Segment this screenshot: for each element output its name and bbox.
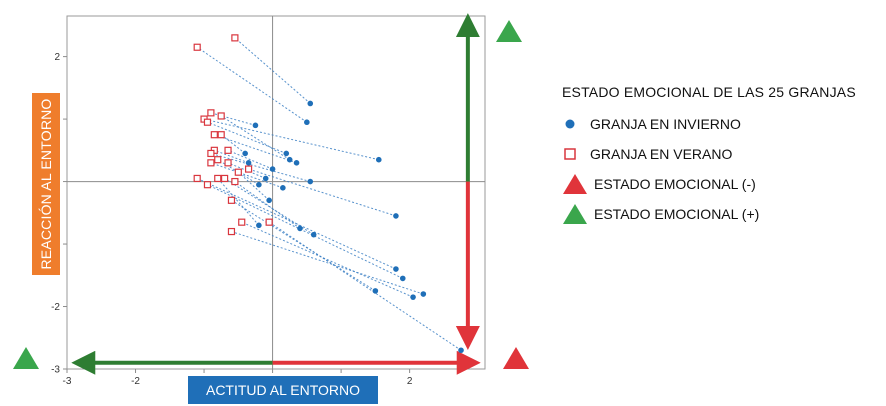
y-tick-label: -3 (51, 365, 60, 376)
legend-label-negative: ESTADO EMOCIONAL (-) (594, 176, 756, 192)
summer-point (227, 196, 236, 204)
legend-label-positive: ESTADO EMOCIONAL (+) (594, 206, 760, 222)
pair-link-line (210, 152, 311, 183)
summer-point (231, 34, 239, 42)
summer-point (214, 174, 222, 183)
pair-link-line (220, 134, 246, 154)
y-axis-label-box (32, 93, 60, 275)
winter-point (266, 197, 272, 204)
summer-point (244, 165, 253, 173)
summer-point (221, 174, 229, 183)
legend-item-positive: ESTADO EMOCIONAL (+) (562, 199, 856, 229)
summer-point (231, 177, 239, 186)
summer-point (224, 146, 232, 154)
pair-link-line (203, 118, 379, 161)
winter-point (262, 175, 269, 182)
legend-label-winter: GRANJA EN INVIERNO (590, 116, 741, 132)
pair-link-line (220, 115, 290, 161)
summer-point (238, 218, 246, 226)
summer-point (210, 131, 218, 139)
summer-point (203, 181, 212, 189)
legend-item-negative: ESTADO EMOCIONAL (-) (562, 169, 856, 199)
pair-link-line (268, 221, 462, 351)
summer-point (193, 43, 201, 51)
winter-point (420, 291, 427, 297)
pair-link-line (231, 231, 424, 295)
winter-point (256, 181, 262, 188)
winter-point (393, 213, 399, 219)
pair-link-line (234, 37, 311, 104)
winter-point (304, 119, 310, 126)
pair-link-line (196, 177, 397, 270)
winter-point (375, 156, 382, 163)
legend: ESTADO EMOCIONAL DE LAS 25 GRANJAS GRANJ… (562, 84, 856, 229)
green-triangle-icon (13, 347, 39, 369)
summer-point (207, 159, 215, 167)
emotion-arrows (71, 13, 481, 375)
summer-point (217, 131, 225, 139)
x-tick-label: -3 (63, 376, 72, 387)
winter-point (280, 185, 286, 191)
pair-link-line (207, 184, 403, 279)
summer-point (193, 174, 201, 183)
winter-point (242, 150, 248, 157)
winter-point (372, 288, 379, 294)
y-tick-label: 2 (54, 52, 60, 63)
plot-area (66, 15, 486, 370)
winter-point (307, 100, 314, 107)
x-tick-label: 2 (407, 376, 413, 387)
winter-point (283, 150, 290, 157)
summer-point (214, 156, 222, 164)
green-triangle-icon (496, 20, 522, 42)
summer-point (227, 227, 236, 236)
winter-point (245, 160, 252, 166)
legend-item-summer: GRANJA EN VERANO (562, 139, 856, 169)
winter-point (297, 225, 303, 232)
winter-point (310, 231, 317, 238)
summer-point (234, 168, 242, 176)
pair-link-line (241, 221, 414, 298)
pair-link-line (214, 134, 297, 164)
data-points (193, 34, 464, 354)
winter-point (410, 294, 416, 300)
winter-point (256, 222, 262, 229)
legend-label-summer: GRANJA EN VERANO (590, 146, 733, 162)
winter-point (399, 275, 406, 282)
axis-lines (67, 16, 485, 369)
winter-point (252, 122, 259, 129)
chart-title: ESTADO EMOCIONAL DE LAS 25 GRANJAS (562, 84, 856, 100)
square-marker-icon (564, 148, 576, 160)
red-triangle-icon (503, 347, 529, 369)
pair-link-line (237, 171, 270, 201)
winter-point (286, 156, 293, 163)
winter-point (293, 160, 300, 166)
winter-point (393, 266, 399, 272)
x-axis-label: ACTITUD AL ENTORNO (188, 376, 378, 404)
summer-point (207, 109, 215, 117)
legend-item-winter: GRANJA EN INVIERNO (562, 109, 856, 139)
red-triangle-icon (563, 174, 587, 194)
green-triangle-icon (563, 204, 587, 224)
pair-link-line (248, 168, 397, 217)
pair-link-line (227, 149, 273, 170)
y-axis-label: REACCIÓN AL ENTORNO (38, 98, 54, 270)
x-tick-label: -2 (131, 376, 140, 387)
summer-point (217, 112, 225, 120)
circle-marker-icon (565, 119, 575, 129)
summer-point (207, 149, 215, 158)
corner-triangles (13, 20, 529, 369)
winter-point (269, 166, 276, 172)
summer-point (203, 118, 212, 126)
pair-links (196, 37, 462, 351)
summer-point (224, 159, 232, 167)
pair-link-line (210, 162, 284, 189)
y-tick-label: -2 (51, 302, 60, 313)
summer-point (265, 218, 273, 226)
winter-point (307, 178, 314, 185)
winter-point (458, 347, 464, 354)
